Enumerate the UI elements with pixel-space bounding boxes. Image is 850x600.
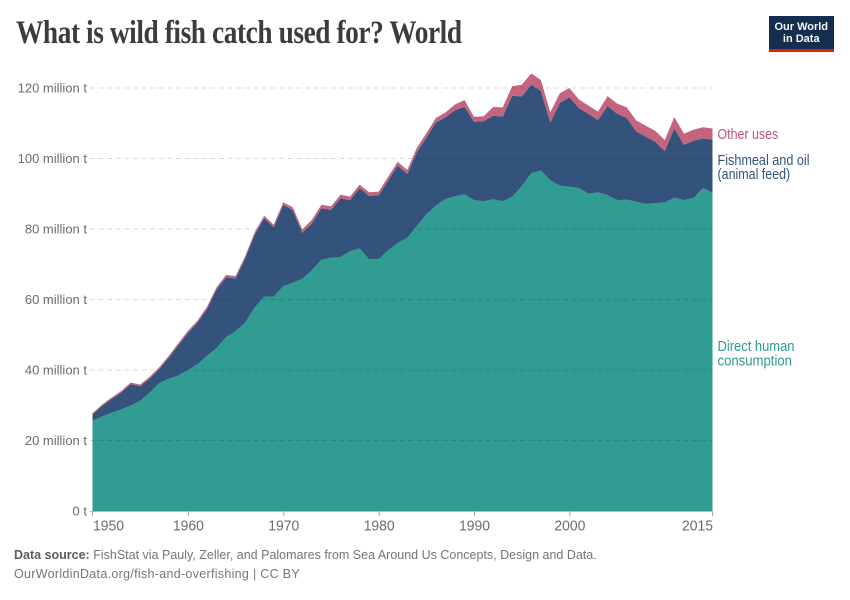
svg-text:120 million t: 120 million t bbox=[18, 81, 88, 96]
svg-text:60 million t: 60 million t bbox=[25, 292, 88, 307]
svg-text:40 million t: 40 million t bbox=[25, 363, 88, 378]
svg-text:consumption: consumption bbox=[718, 353, 793, 370]
svg-text:20 million t: 20 million t bbox=[25, 433, 88, 448]
svg-text:Direct human: Direct human bbox=[718, 338, 795, 355]
svg-text:Other uses: Other uses bbox=[718, 126, 779, 143]
svg-text:(animal feed): (animal feed) bbox=[718, 166, 791, 183]
svg-text:1990: 1990 bbox=[459, 519, 490, 535]
svg-text:2000: 2000 bbox=[554, 519, 585, 535]
svg-text:2015: 2015 bbox=[682, 519, 713, 535]
svg-text:1950: 1950 bbox=[93, 519, 124, 535]
svg-text:0 t: 0 t bbox=[73, 504, 88, 519]
svg-text:Fishmeal and oil: Fishmeal and oil bbox=[718, 152, 810, 169]
svg-text:1980: 1980 bbox=[364, 519, 395, 535]
svg-text:80 million t: 80 million t bbox=[25, 222, 88, 237]
svg-text:100 million t: 100 million t bbox=[18, 151, 88, 166]
svg-text:1960: 1960 bbox=[173, 519, 204, 535]
svg-text:1970: 1970 bbox=[268, 519, 299, 535]
